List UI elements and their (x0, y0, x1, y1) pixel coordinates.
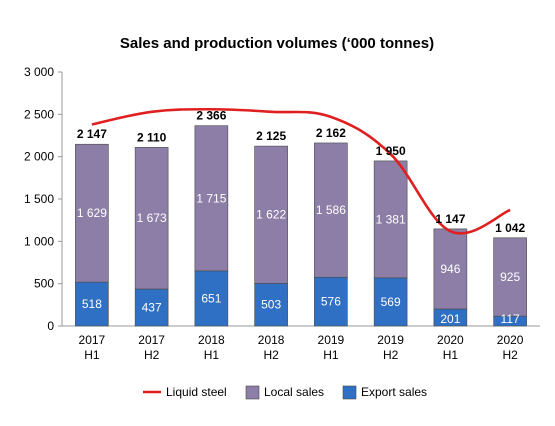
bar-total-value: 1 042 (495, 221, 525, 235)
chart-title: Sales and production volumes (‘000 tonne… (120, 35, 434, 52)
y-tick-label: 500 (34, 277, 54, 291)
liquid-steel-line-group (91, 107, 511, 235)
y-tick-label: 2 000 (24, 150, 54, 164)
x-tick-year: 2017 (138, 333, 165, 347)
bar-export-sales (194, 270, 229, 327)
bar-total-value: 1 147 (435, 212, 465, 226)
x-axis: 2017H12017H22018H12018H22019H12019H22020… (79, 333, 524, 362)
bar-export-sales (254, 283, 288, 327)
legend-liquid-steel-label: Liquid steel (166, 385, 227, 399)
x-tick-year: 2019 (318, 333, 345, 347)
bar-export-sales (373, 277, 408, 327)
local-sales-value: 946 (440, 262, 460, 276)
bar-local-sales (373, 160, 408, 279)
local-sales-value: 1 381 (376, 212, 406, 226)
local-sales-value: 1 586 (316, 203, 346, 217)
export-sales-value: 437 (142, 301, 162, 315)
bars (75, 125, 527, 327)
bar-local-sales (75, 143, 109, 283)
bar-local-sales (314, 142, 348, 278)
export-sales-value: 569 (381, 295, 401, 309)
x-tick-half: H2 (383, 348, 399, 362)
export-sales-value: 117 (501, 312, 520, 326)
liquid-steel-line (91, 107, 511, 235)
x-tick-year: 2019 (377, 333, 404, 347)
x-tick-half: H2 (263, 348, 279, 362)
bar-export-sales (314, 276, 348, 327)
bar-total-value: 2 110 (137, 130, 167, 144)
export-sales-value: 201 (440, 312, 460, 326)
bar-export-sales (134, 288, 169, 327)
bar-total-value: 1 950 (376, 144, 406, 158)
export-sales-value: 651 (201, 291, 221, 305)
data-labels: 518 1 629 437 1 673 651 1 715 503 1 622 576 1 586… (77, 109, 526, 326)
x-tick-year: 2018 (258, 333, 285, 347)
local-sales-value: 925 (500, 270, 520, 284)
x-tick-half: H1 (323, 348, 339, 362)
x-tick-year: 2020 (437, 333, 464, 347)
x-tick-year: 2018 (198, 333, 225, 347)
bar-total-value: 2 125 (256, 129, 286, 143)
x-tick-year: 2017 (79, 333, 106, 347)
y-tick-label: 2 500 (24, 107, 54, 121)
y-tick-label: 1 000 (24, 234, 54, 248)
export-sales-value: 576 (321, 295, 341, 309)
export-sales-value: 518 (82, 297, 102, 311)
x-tick-half: H1 (204, 348, 220, 362)
y-tick-label: 1 500 (24, 192, 54, 206)
x-tick-half: H1 (443, 348, 459, 362)
local-sales-value: 1 673 (137, 211, 167, 225)
legend-export-sales-swatch (342, 385, 357, 400)
export-sales-value: 503 (261, 298, 281, 312)
bar-local-sales (134, 147, 169, 290)
bar-total-value: 2 366 (196, 109, 226, 123)
bar-local-sales (194, 125, 229, 272)
legend-export-sales-label: Export sales (361, 385, 427, 399)
bar-local-sales (254, 145, 288, 284)
x-tick-half: H2 (502, 348, 518, 362)
x-tick-half: H2 (144, 348, 160, 362)
bar-total-value: 2 147 (77, 127, 107, 141)
y-tick-label: 0 (47, 319, 54, 333)
local-sales-value: 1 715 (196, 191, 226, 205)
local-sales-value: 1 622 (256, 208, 286, 222)
bar-local-sales (433, 228, 468, 310)
x-tick-year: 2020 (497, 333, 524, 347)
bar-export-sales (75, 281, 109, 327)
bar-local-sales (493, 237, 527, 317)
local-sales-value: 1 629 (77, 206, 107, 220)
y-axis: 0 500 1 000 1 500 2 000 2 500 3 000 (24, 65, 540, 333)
legend-local-sales-label: Local sales (264, 385, 324, 399)
x-tick-half: H1 (84, 348, 100, 362)
y-tick-label: 3 000 (24, 65, 54, 79)
legend-local-sales-swatch (245, 385, 260, 400)
bar-total-value: 2 162 (316, 126, 346, 140)
legend: Liquid steel Local sales Export sales (143, 385, 427, 400)
